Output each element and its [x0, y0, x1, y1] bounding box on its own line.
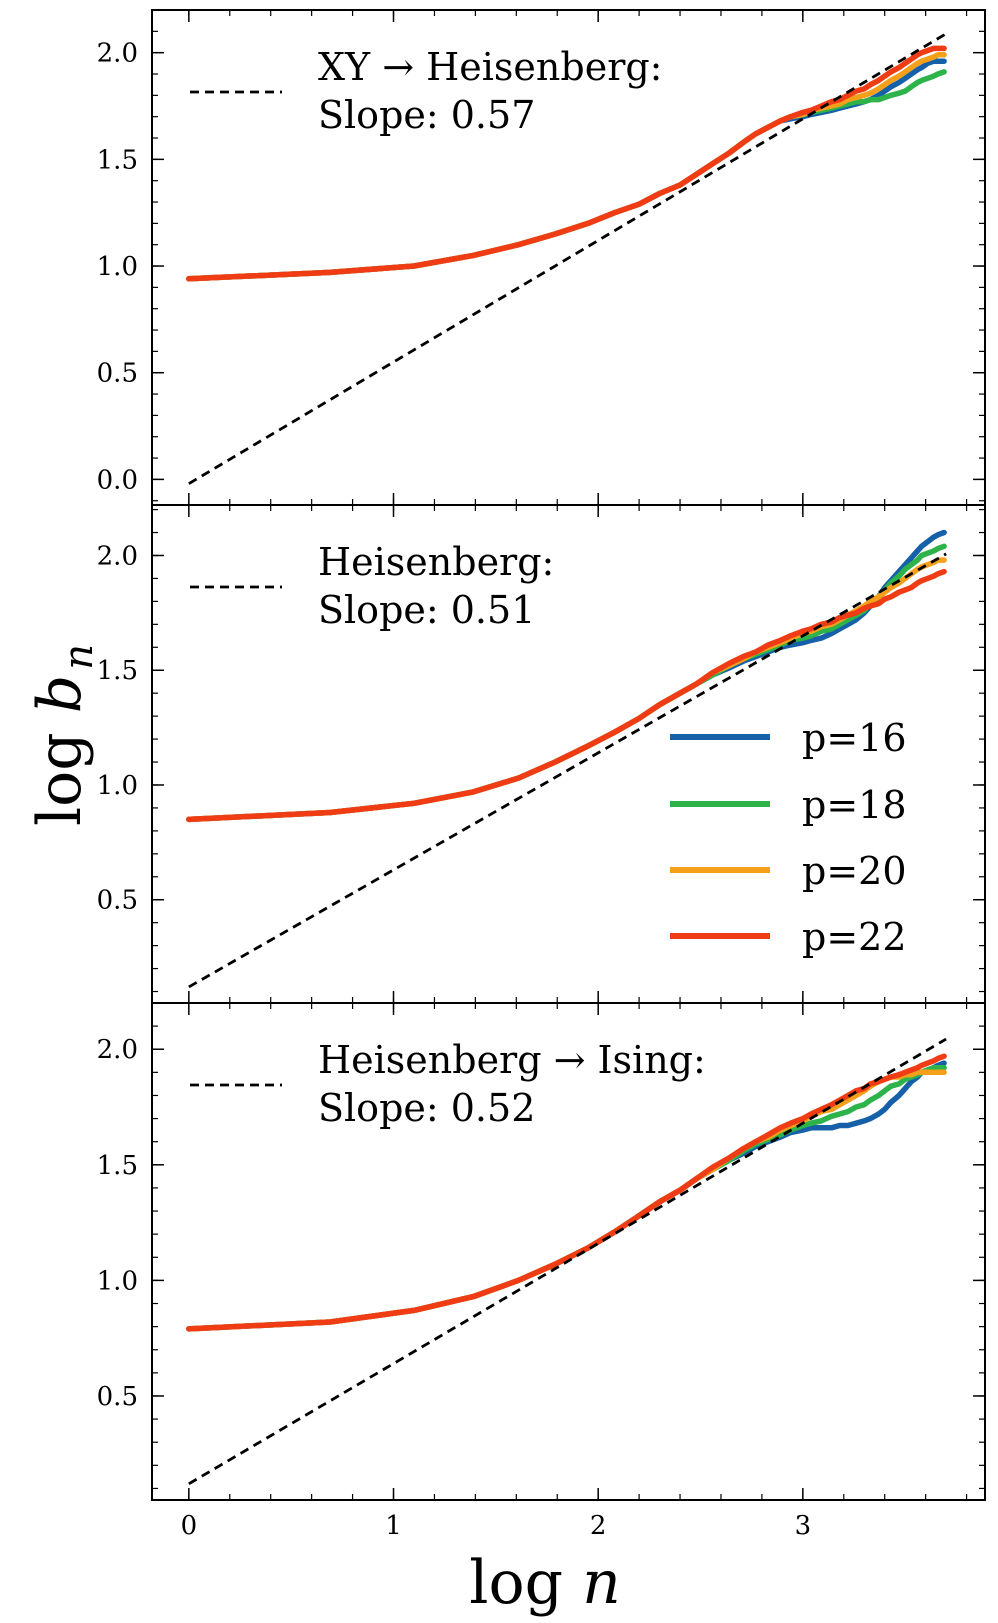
- y-axis-title: log b n: [25, 644, 102, 826]
- y-tick-label: 1.5: [97, 1151, 138, 1181]
- legend-label-p22: p=22: [802, 915, 907, 959]
- annotation-line-2: Slope: 0.52: [318, 1086, 535, 1130]
- panel-2: 0.5 1.0 1.5 2.0 Heisenberg:Slope: 0.51: [97, 504, 986, 1004]
- x-axis-title: log n: [469, 1548, 620, 1618]
- y-axis-title-main: log: [25, 732, 95, 826]
- annotation-line-2: Slope: 0.51: [318, 588, 535, 632]
- y-tick-label: 1.5: [97, 656, 138, 686]
- y-axis-title-var: b: [25, 675, 95, 713]
- y-tick-label: 2.0: [97, 39, 138, 69]
- y-tick-label: 1.0: [97, 771, 138, 801]
- annotation-line-1: Heisenberg:: [318, 540, 554, 584]
- y-tick-label: 2.0: [97, 541, 138, 571]
- panel-1: 0.0 0.5 1.0 1.5 2.0 XY → Heisenberg:Slope: 0.…: [97, 9, 986, 506]
- x-axis-title-var: n: [582, 1548, 621, 1618]
- y-tick-label: 1.5: [97, 145, 138, 175]
- fit-line-dashed: [188, 32, 947, 485]
- x-tick-label: 0: [181, 1511, 198, 1541]
- panels-layer: 0.00.51.01.52.0 XY → Heisenberg:Slope: 0.…: [97, 9, 986, 1541]
- annotation-line-2: Slope: 0.57: [318, 93, 535, 137]
- y-axis-title-sub: n: [56, 644, 102, 670]
- y-tick-label: 0.5: [97, 1382, 138, 1412]
- y-tick-label: 0.5: [97, 886, 138, 916]
- legend-label-p20: p=20: [802, 849, 907, 893]
- fit-line-dashed: [188, 1037, 947, 1486]
- panel-3: 0 1 2 3 0.5 1.0 1.5 2.0 Heisenberg → Ising:Slope…: [97, 1002, 986, 1541]
- y-tick-label: 1.0: [97, 252, 138, 282]
- legend-label-p16: p=16: [802, 716, 907, 760]
- x-tick-label: 1: [385, 1511, 402, 1541]
- series-line-p22: [186, 45, 947, 282]
- y-tick-label: 2.0: [97, 1035, 138, 1065]
- x-tick-label: 3: [795, 1511, 812, 1541]
- panel-frame: [151, 1002, 986, 1501]
- legend-label-p18: p=18: [802, 783, 907, 827]
- annotation-line-1: XY → Heisenberg:: [318, 45, 663, 89]
- legend: p=16 p=18 p=20 p=22: [670, 716, 907, 959]
- x-axis-title-main: log: [469, 1548, 563, 1618]
- series-line-p22: [186, 1053, 947, 1332]
- y-tick-label: 0.5: [97, 359, 138, 389]
- y-tick-label: 0.0: [97, 465, 138, 495]
- fit-line-dashed: [188, 552, 947, 989]
- series-line-p22: [186, 568, 947, 823]
- x-tick-label: 2: [590, 1511, 607, 1541]
- annotation-line-1: Heisenberg → Ising:: [318, 1038, 706, 1082]
- y-tick-label: 1.0: [97, 1266, 138, 1296]
